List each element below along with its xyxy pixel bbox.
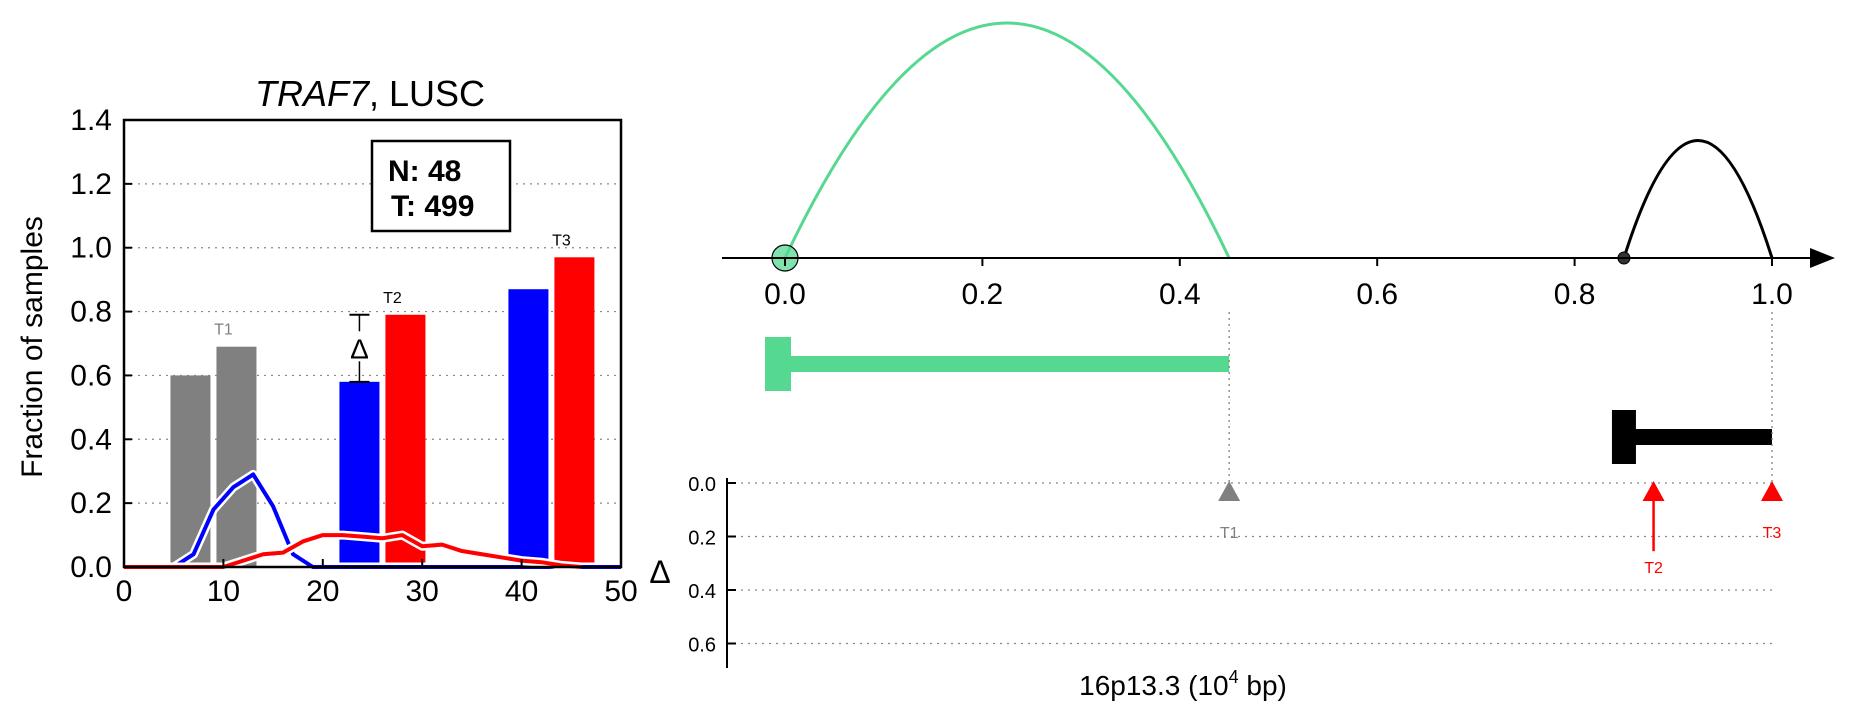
- bars: T1 T2 T3: [170, 232, 595, 567]
- delta-grid: 0.0 0.2 0.4 0.6: [688, 474, 1772, 657]
- marker-label: T2: [1644, 560, 1663, 577]
- position-axis: [722, 248, 1835, 268]
- x-tick-label: 0: [116, 575, 133, 608]
- delta-label-bg: [345, 331, 374, 362]
- track-cap: [765, 337, 791, 391]
- position-tick-label: 0.2: [962, 278, 1004, 311]
- x-tick-label: 40: [505, 575, 538, 608]
- y-tick-label: 0.4: [70, 423, 112, 456]
- axis-ticks: 0.0 0.2 0.4 0.6 0.8 1.0 1.2 1.4 0 10 20 30 40 50: [70, 104, 637, 608]
- x-tick-label: 10: [207, 575, 240, 608]
- marker-label: T3: [1763, 525, 1782, 542]
- legend-box: N: 48 T: 499: [370, 139, 512, 233]
- tracks: [765, 337, 1772, 464]
- x-tick-label: 20: [306, 575, 339, 608]
- delta-annotation: Δ: [345, 313, 374, 383]
- marker-label: T1: [1220, 525, 1239, 542]
- bar-group-label: T1: [214, 322, 233, 339]
- position-tick-label: 0.0: [764, 278, 806, 311]
- position-ticks: 0.0 0.2 0.4 0.6 0.8 1.0: [764, 258, 1793, 311]
- x-label-exponent: 4: [1229, 667, 1239, 687]
- delta-tick-label: 0.4: [688, 581, 716, 603]
- tumor-count: T: 499: [391, 190, 474, 223]
- x-label-unit: bp): [1239, 670, 1287, 701]
- y-tick-label: 1.2: [70, 168, 112, 201]
- marker-arrow-icon: [1218, 481, 1241, 501]
- marker-arrow-icon: [1642, 481, 1665, 501]
- axis-arrow-icon: [1810, 248, 1835, 268]
- arc: [1622, 139, 1774, 259]
- legend-frame: [370, 139, 512, 233]
- arc: [783, 21, 1231, 259]
- position-tick-label: 0.8: [1554, 278, 1596, 311]
- delta-axis-label: Δ: [649, 554, 670, 590]
- y-axis-label: Fraction of samples: [16, 216, 49, 478]
- bar-chart: TRAF7, LUSC Fraction of samples T1 T2 T3 Δ…: [16, 73, 638, 608]
- track-bar: [789, 356, 1230, 372]
- bar: [508, 289, 549, 567]
- normal-count: N: 48: [388, 155, 461, 188]
- delta-markers: T1 T2 T3: [1218, 312, 1783, 577]
- y-tick-label: 1.4: [70, 104, 112, 137]
- series-line: [124, 533, 582, 569]
- arcs: [771, 21, 1774, 272]
- delta-tick-label: 0.2: [688, 528, 716, 550]
- bar-group-label: T3: [552, 232, 571, 249]
- chart-title: TRAF7, LUSC: [255, 73, 485, 114]
- delta-tick-label: 0.6: [688, 635, 716, 657]
- genomic-x-label: 16p13.3 (104 bp): [1079, 667, 1287, 701]
- marker-arrow-icon: [1761, 481, 1783, 501]
- delta-tick-label: 0.0: [688, 474, 716, 496]
- position-tick-label: 0.4: [1159, 278, 1201, 311]
- track-bar: [1633, 429, 1772, 445]
- track-cap: [1611, 410, 1636, 464]
- y-tick-label: 0.6: [70, 359, 112, 392]
- plot-frame: [122, 118, 623, 569]
- y-tick-label: 0.2: [70, 487, 112, 520]
- bar-group-label: T2: [383, 290, 402, 307]
- genomic-panel: 0.0 0.2 0.4 0.6 0.8 1.0 0.0 0.2 0.4 0.6 Δ T1 T2 T3…: [649, 21, 1835, 701]
- y-tick-label: 0.0: [70, 551, 112, 584]
- bar: [385, 314, 426, 567]
- y-tick-label: 0.8: [70, 296, 112, 329]
- y-tick-label: 1.0: [70, 232, 112, 265]
- delta-label: Δ: [350, 333, 369, 364]
- bar: [216, 346, 257, 567]
- position-tick-label: 0.6: [1356, 278, 1398, 311]
- x-tick-label: 30: [406, 575, 439, 608]
- gene-name: TRAF7: [255, 73, 371, 114]
- bar: [554, 257, 595, 567]
- cancer-type: , LUSC: [369, 73, 485, 114]
- x-label-text: 16p13.3 (10: [1079, 670, 1228, 701]
- x-tick-label: 50: [604, 575, 637, 608]
- position-tick-label: 1.0: [1751, 278, 1793, 311]
